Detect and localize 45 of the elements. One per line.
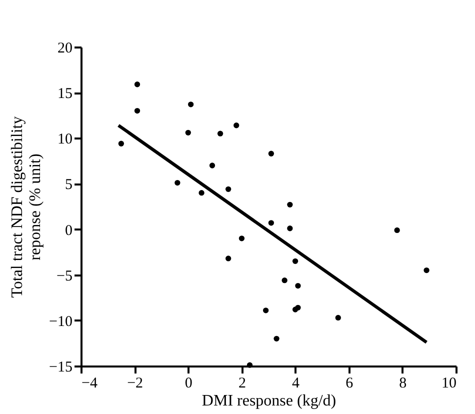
point	[225, 186, 232, 192]
y-axis-title: Total tract NDF digestibility reponse (% unit)	[9, 116, 44, 298]
point	[174, 180, 180, 186]
point	[295, 282, 301, 289]
point	[134, 82, 140, 88]
point	[287, 226, 293, 232]
point	[185, 130, 191, 136]
point	[209, 162, 216, 168]
x-tick-label: 10	[442, 376, 456, 392]
y-tick-label: 20	[58, 40, 72, 56]
point	[246, 362, 253, 368]
point	[287, 202, 293, 208]
y-tick-label: 0	[65, 222, 72, 239]
point	[295, 304, 301, 310]
y-tick-label: 5	[65, 177, 72, 194]
point	[225, 256, 232, 262]
x-tick-label: 6	[346, 376, 354, 392]
point	[188, 102, 194, 108]
point	[134, 108, 140, 114]
point	[282, 278, 288, 284]
point	[274, 336, 280, 342]
x-tick-label: −4	[82, 376, 98, 392]
point	[217, 130, 224, 136]
point	[198, 190, 204, 196]
point	[424, 267, 430, 274]
y-tick-label: −15	[49, 360, 72, 376]
point	[335, 314, 341, 321]
point	[262, 308, 269, 314]
point	[292, 258, 298, 264]
y-tick-label: 10	[58, 132, 72, 148]
point	[394, 227, 400, 234]
x-tick-label: 8	[399, 376, 407, 392]
x-tick-label: 4	[292, 376, 300, 392]
point	[268, 150, 274, 156]
x-tick-label: −2	[127, 376, 144, 392]
point	[234, 122, 240, 128]
point	[118, 140, 124, 146]
y-tick-label: 15	[58, 86, 72, 102]
y-tick-label: −10	[49, 314, 72, 330]
y-tick-label: −5	[56, 268, 72, 284]
x-axis-title: DMI response (kg/d)	[202, 392, 336, 410]
point	[268, 220, 274, 226]
x-tick-label: 2	[238, 376, 246, 392]
x-tick-label: 0	[184, 376, 192, 392]
point	[238, 236, 245, 242]
